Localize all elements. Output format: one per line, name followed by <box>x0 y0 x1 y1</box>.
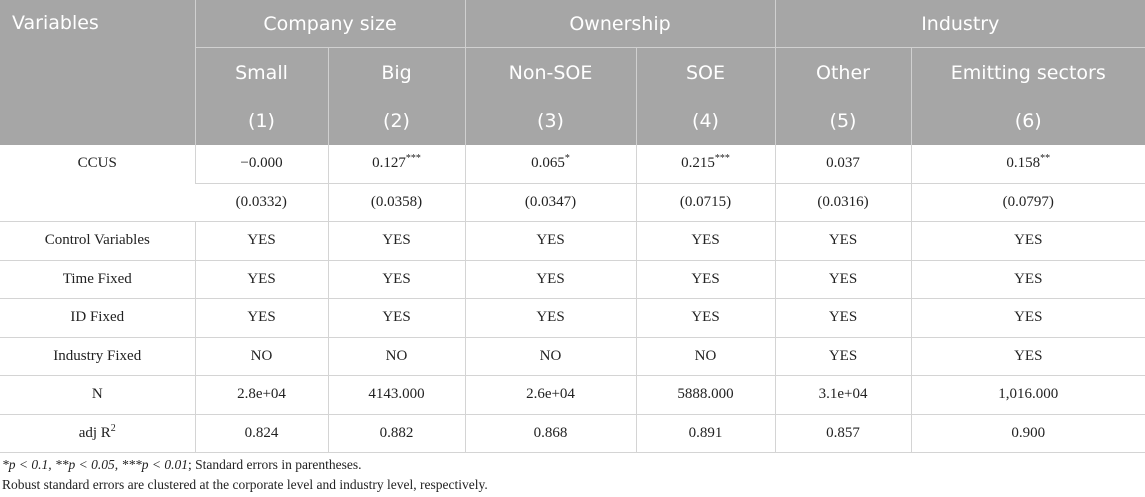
subgroup-emitting-sectors: Emitting sectors <box>910 47 1145 97</box>
significance-levels: *p < 0.1, **p < 0.05, ***p < 0.01 <box>2 457 188 472</box>
se-cell: (0.0797) <box>910 183 1145 222</box>
group-company-size: Company size <box>194 0 465 48</box>
table-row-ccus-se: (0.0332) (0.0358) (0.0347) (0.0715) (0.0… <box>0 183 1145 222</box>
value-cell: YES <box>194 260 328 299</box>
variables-header: Variables <box>0 0 195 145</box>
robust-se-note: Robust standard errors are clustered at … <box>2 477 488 492</box>
row-label: N <box>0 375 195 415</box>
value-cell: 4143.000 <box>327 375 465 415</box>
row-label: ID Fixed <box>0 298 195 338</box>
subgroup-small: Small <box>194 47 328 97</box>
value-cell: 5888.000 <box>635 375 776 415</box>
significance-stars: *** <box>405 153 421 165</box>
value-cell: YES <box>910 221 1145 261</box>
value-cell: 3.1e+04 <box>774 375 912 415</box>
value-cell: 0.891 <box>635 414 776 453</box>
table-row-n: N 2.8e+04 4143.000 2.6e+04 5888.000 3.1e… <box>0 375 1145 415</box>
coef-cell: 0.037 <box>774 145 912 184</box>
value-cell: YES <box>774 337 912 376</box>
value-cell: 1,016.000 <box>910 375 1145 415</box>
value-cell: YES <box>327 260 465 299</box>
table-row-control-variables: Control Variables YES YES YES YES YES YE… <box>0 221 1145 261</box>
value-cell: NO <box>635 337 776 376</box>
column-number: (5) <box>774 97 912 145</box>
column-number: (6) <box>910 97 1145 145</box>
standard-errors-note: ; Standard errors in parentheses. <box>187 457 362 472</box>
column-number: (2) <box>327 97 465 145</box>
subgroup-non-soe: Non-SOE <box>464 47 636 97</box>
se-cell: (0.0715) <box>635 183 776 222</box>
table-body: CCUS −0.000 0.127*** 0.065* 0.215*** 0.0… <box>0 145 1145 453</box>
value-cell: YES <box>910 337 1145 376</box>
column-number: (4) <box>635 97 776 145</box>
significance-note: *p < 0.1, **p < 0.05, ***p < 0.01; Stand… <box>2 455 488 475</box>
table-row-time-fixed: Time Fixed YES YES YES YES YES YES <box>0 260 1145 299</box>
group-ownership: Ownership <box>464 0 776 48</box>
value-cell: 2.6e+04 <box>464 375 636 415</box>
subgroup-big: Big <box>327 47 465 97</box>
adj-r2-label: adj R <box>78 424 111 441</box>
row-label: Control Variables <box>0 221 195 261</box>
subgroup-soe: SOE <box>635 47 776 97</box>
value-cell: 0.824 <box>194 414 328 453</box>
adj-r2-superscript: 2 <box>110 422 116 434</box>
regression-table: Variables Company size Ownership Industr… <box>0 0 1145 453</box>
value-cell: YES <box>635 298 776 338</box>
coef-cell: 0.127*** <box>327 145 465 184</box>
value-cell: YES <box>635 221 776 261</box>
value-cell: YES <box>464 298 636 338</box>
coef-cell: −0.000 <box>194 145 328 184</box>
value-cell: 0.882 <box>327 414 465 453</box>
value-cell: YES <box>464 260 636 299</box>
value-cell: YES <box>774 260 912 299</box>
value-cell: YES <box>635 260 776 299</box>
value-cell: 0.900 <box>910 414 1145 453</box>
value-cell: YES <box>194 221 328 261</box>
coef-cell: 0.158** <box>910 145 1145 184</box>
table-row-id-fixed: ID Fixed YES YES YES YES YES YES <box>0 298 1145 338</box>
value-cell: YES <box>774 298 912 338</box>
se-cell: (0.0332) <box>195 183 328 222</box>
significance-stars: *** <box>714 153 730 165</box>
column-number: (3) <box>464 97 636 145</box>
subgroup-other: Other <box>774 47 912 97</box>
value-cell: NO <box>194 337 328 376</box>
value-cell: 0.857 <box>774 414 912 453</box>
row-label: adj R2 <box>0 414 195 453</box>
value-cell: YES <box>910 298 1145 338</box>
se-cell: (0.0358) <box>327 183 465 222</box>
value-cell: YES <box>774 221 912 261</box>
significance-stars: * <box>564 153 570 165</box>
value-cell: YES <box>327 221 465 261</box>
table-notes: *p < 0.1, **p < 0.05, ***p < 0.01; Stand… <box>2 455 488 495</box>
row-label: Time Fixed <box>0 260 195 299</box>
value-cell: NO <box>327 337 465 376</box>
value-cell: YES <box>464 221 636 261</box>
se-cell: (0.0316) <box>774 183 912 222</box>
significance-stars: ** <box>1040 153 1051 165</box>
row-label: Industry Fixed <box>0 337 195 376</box>
group-industry: Industry <box>774 0 1145 48</box>
value-cell: 2.8e+04 <box>194 375 328 415</box>
table-header: Variables Company size Ownership Industr… <box>0 0 1145 145</box>
row-label: CCUS <box>0 145 195 222</box>
coef-cell: 0.065* <box>464 145 636 184</box>
value-cell: 0.868 <box>464 414 636 453</box>
table-row-ccus: CCUS −0.000 0.127*** 0.065* 0.215*** 0.0… <box>0 145 1145 222</box>
value-cell: YES <box>327 298 465 338</box>
se-cell: (0.0347) <box>464 183 636 222</box>
value-cell: YES <box>910 260 1145 299</box>
table-row-adj-r2: adj R2 0.824 0.882 0.868 0.891 0.857 0.9… <box>0 414 1145 453</box>
coef-cell: 0.215*** <box>635 145 776 184</box>
value-cell: NO <box>464 337 636 376</box>
table-row-industry-fixed: Industry Fixed NO NO NO NO YES YES <box>0 337 1145 376</box>
column-number: (1) <box>194 97 328 145</box>
value-cell: YES <box>194 298 328 338</box>
